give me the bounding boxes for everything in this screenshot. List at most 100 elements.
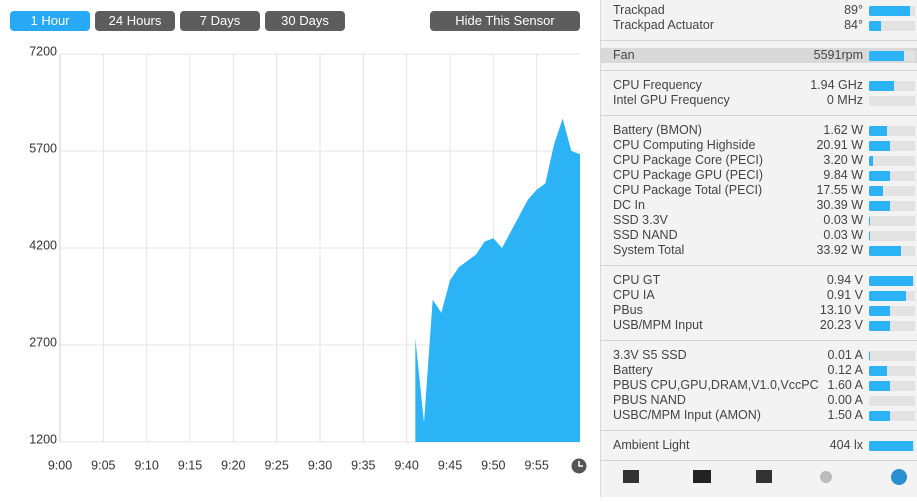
sensor-list: Trackpad 89° Trackpad Actuator 84° Fan 5591rp… [600,0,917,497]
sensor-row[interactable]: USBC/MPM Input (AMON) 1.50 A [601,408,917,423]
toolbar [623,469,907,485]
x-tick-label: 9:05 [91,458,115,472]
sensor-name: DC In [613,198,645,212]
x-tick-label: 9:15 [178,458,202,472]
sensor-row[interactable]: CPU Package Total (PECI) 17.55 W [601,183,917,198]
sensor-row[interactable]: Ambient Light 404 lx [601,438,917,453]
sensor-row[interactable]: DC In 30.39 W [601,198,917,213]
level-track [869,306,915,316]
level-bar [869,81,895,91]
level-track [869,441,915,451]
x-tick-label: 9:30 [308,458,332,472]
level-track [869,321,915,331]
sensor-row[interactable]: CPU IA 0.91 V [601,288,917,303]
sensor-name: CPU Computing Highside [613,138,756,152]
sensor-row[interactable]: CPU Package Core (PECI) 3.20 W [601,153,917,168]
separator [601,460,917,461]
sensor-row[interactable]: Battery (BMON) 1.62 W [601,123,917,138]
range-button[interactable]: 1 Hour [10,11,90,31]
x-tick-label: 9:55 [524,458,548,472]
level-track [869,141,915,151]
sensor-row[interactable]: PBUS NAND 0.00 A [601,393,917,408]
sensor-value: 5591rpm [813,48,863,62]
sensor-name: SSD 3.3V [613,213,668,227]
toolbar-icon[interactable] [891,469,907,485]
clock-hands [578,461,583,467]
area [415,118,580,443]
toolbar-icon[interactable] [820,471,832,483]
y-tick-label: 4200 [29,238,57,252]
toolbar-icon[interactable] [756,470,772,483]
sensor-row[interactable]: CPU GT 0.94 V [601,273,917,288]
sensor-value: 0.03 W [823,213,863,227]
hide-sensor-button[interactable]: Hide This Sensor [430,11,580,31]
sensor-row[interactable]: Intel GPU Frequency 0 MHz [601,93,917,108]
separator [601,265,917,266]
y-tick-label: 2700 [29,335,57,349]
level-bar [869,51,904,61]
sensor-name: CPU Package GPU (PECI) [613,168,764,182]
range-button[interactable]: 7 Days [180,11,260,31]
sensor-value: 0.03 W [823,228,863,242]
sensor-name: Fan [613,48,635,62]
sensor-name: PBUS CPU,GPU,DRAM,V1.0,VccPC [613,378,819,392]
level-track [869,201,915,211]
sensor-value: 1.50 A [827,408,863,422]
toolbar-icon[interactable] [623,470,639,483]
sensor-row[interactable]: USB/MPM Input 20.23 V [601,318,917,333]
sensor-value: 3.20 W [823,153,863,167]
range-button[interactable]: 30 Days [265,11,345,31]
sensor-row[interactable]: CPU Computing Highside 20.91 W [601,138,917,153]
sensor-name: CPU Frequency [613,78,702,92]
level-bar [869,366,888,376]
sensor-value: 9.84 W [823,168,863,182]
sensor-name: System Total [613,243,685,257]
range-button[interactable]: 24 Hours [95,11,175,31]
sensor-name: SSD NAND [613,228,678,242]
sensor-row[interactable]: Fan 5591rpm [601,48,917,63]
level-bar [869,156,873,166]
level-bar [869,306,890,316]
sensor-value: 1.62 W [823,123,863,137]
sensor-row[interactable]: PBUS CPU,GPU,DRAM,V1.0,VccPC 1.60 A [601,378,917,393]
level-track [869,411,915,421]
level-bar [869,276,913,286]
x-tick-label: 9:00 [48,458,72,472]
x-tick-label: 9:45 [438,458,462,472]
level-track [869,231,915,241]
sensor-value: 0.91 V [826,288,863,302]
sensor-row[interactable]: 3.3V S5 SSD 0.01 A [601,348,917,363]
sensor-name: 3.3V S5 SSD [613,348,687,362]
level-bar [869,21,881,31]
sensor-row[interactable]: Trackpad Actuator 84° [601,18,917,33]
level-track [869,81,915,91]
sensor-row[interactable]: CPU Package GPU (PECI) 9.84 W [601,168,917,183]
toolbar-icon[interactable] [693,470,711,483]
level-track [869,351,915,361]
x-tick-label: 9:35 [351,458,375,472]
sensor-row[interactable]: Battery 0.12 A [601,363,917,378]
sensor-row[interactable]: Trackpad 89° [601,3,917,18]
level-track [869,216,915,226]
sensor-name: CPU GT [613,273,661,287]
chart: 1200 2700 4200 5700 7200 9:00 9:05 9:10 9:15 9:20… [29,44,587,474]
sensor-value: 30.39 W [816,198,863,212]
level-track [869,396,915,406]
sensor-name: Battery [613,363,653,377]
sensor-name: CPU Package Total (PECI) [613,183,763,197]
sensor-row[interactable]: System Total 33.92 W [601,243,917,258]
separator [601,115,917,116]
sensor-value: 0 MHz [826,93,863,107]
level-bar [869,246,902,256]
sensor-row[interactable]: CPU Frequency 1.94 GHz [601,78,917,93]
sensor-row[interactable]: SSD NAND 0.03 W [601,228,917,243]
separator [601,70,917,71]
sensor-row[interactable]: PBus 13.10 V [601,303,917,318]
level-bar [869,6,911,16]
sensor-row[interactable]: SSD 3.3V 0.03 W [601,213,917,228]
sensor-value: 84° [844,18,863,32]
sensor-value: 0.00 A [827,393,863,407]
sensor-name: Trackpad [613,3,665,17]
sensor-value: 0.01 A [827,348,863,362]
sensor-name: CPU Package Core (PECI) [613,153,764,167]
